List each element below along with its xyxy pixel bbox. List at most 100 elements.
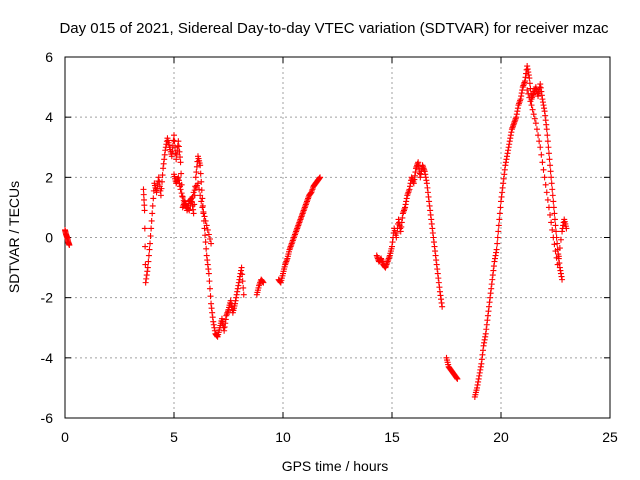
y-tick-label: 2 xyxy=(45,169,53,185)
data-point xyxy=(545,204,552,211)
data-point xyxy=(563,225,570,232)
grid-lines xyxy=(65,57,610,418)
data-point xyxy=(549,186,556,193)
y-tick-label: 4 xyxy=(45,109,53,125)
data-point xyxy=(205,270,212,277)
data-point xyxy=(140,191,147,198)
x-tick-labels: 0 5 10 15 20 25 xyxy=(61,429,618,445)
data-point xyxy=(207,293,214,300)
data-point xyxy=(190,210,197,217)
data-point xyxy=(157,192,164,199)
data-point xyxy=(554,240,561,247)
data-point xyxy=(147,232,154,239)
data-point xyxy=(544,138,551,145)
data-point xyxy=(240,284,247,291)
data-point xyxy=(531,115,538,122)
data-point xyxy=(201,213,208,220)
data-point xyxy=(194,180,201,187)
data-point xyxy=(556,245,563,252)
data-point xyxy=(494,234,501,241)
data-point xyxy=(239,278,246,285)
data-point xyxy=(196,186,203,193)
data-point xyxy=(202,217,209,224)
data-point xyxy=(495,222,502,229)
data-point xyxy=(180,197,187,204)
data-point xyxy=(536,138,543,145)
data-point xyxy=(439,303,446,310)
y-tick-label: 6 xyxy=(45,49,53,65)
data-point xyxy=(544,196,551,203)
data-point xyxy=(178,170,185,177)
data-point xyxy=(149,210,156,217)
data-point xyxy=(494,240,501,247)
data-point xyxy=(148,217,155,224)
data-point xyxy=(533,126,540,133)
data-point xyxy=(552,248,559,255)
data-point xyxy=(197,192,204,199)
data-point xyxy=(559,276,566,283)
data-point xyxy=(146,246,153,253)
data-point xyxy=(208,240,215,247)
data-point xyxy=(496,216,503,223)
data-point xyxy=(551,216,558,223)
data-point xyxy=(553,228,560,235)
y-tick-label: -2 xyxy=(41,290,54,306)
data-point xyxy=(495,228,502,235)
y-axis-label: SDTVAR / TECUs xyxy=(6,181,22,293)
data-point xyxy=(200,208,207,215)
data-point xyxy=(179,193,186,200)
data-point xyxy=(317,174,324,181)
data-point xyxy=(142,243,149,250)
data-point xyxy=(178,190,185,197)
data-point xyxy=(548,174,555,181)
data-point xyxy=(496,210,503,217)
data-point xyxy=(147,240,154,247)
data-point xyxy=(454,375,461,382)
data-point xyxy=(141,225,148,232)
data-point xyxy=(150,195,157,202)
data-point xyxy=(550,198,557,205)
data-point xyxy=(549,192,556,199)
data-point xyxy=(198,178,205,185)
data-point xyxy=(140,186,147,193)
data-point xyxy=(526,75,533,82)
data-point xyxy=(547,168,554,175)
data-point xyxy=(550,234,557,241)
data-point xyxy=(145,252,152,259)
data-point xyxy=(66,242,73,249)
data-point xyxy=(546,156,553,163)
data-point xyxy=(141,202,148,209)
data-point xyxy=(192,174,199,181)
data-point xyxy=(525,90,532,97)
data-point xyxy=(238,264,245,271)
data-point xyxy=(535,132,542,139)
data-point xyxy=(201,225,208,232)
data-point xyxy=(544,132,551,139)
data-point xyxy=(204,226,211,233)
y-tick-label: 0 xyxy=(45,230,53,246)
data-point xyxy=(537,144,544,151)
data-point xyxy=(547,211,554,218)
data-point xyxy=(141,207,148,214)
x-tick-label: 10 xyxy=(275,429,291,445)
data-point xyxy=(159,172,166,179)
data-point xyxy=(493,246,500,253)
data-point xyxy=(543,189,550,196)
data-point xyxy=(539,159,546,166)
data-point xyxy=(529,106,536,113)
data-point xyxy=(193,169,200,176)
data-point xyxy=(552,222,559,229)
data-point xyxy=(148,225,155,232)
data-point xyxy=(158,185,165,192)
data-point xyxy=(527,98,534,105)
data-point xyxy=(542,181,549,188)
data-point xyxy=(206,285,213,292)
data-point xyxy=(547,162,554,169)
x-tick-label: 5 xyxy=(170,429,178,445)
data-point xyxy=(526,80,533,87)
data-point xyxy=(545,144,552,151)
data-point xyxy=(186,207,193,214)
data-point xyxy=(557,236,564,243)
data-point xyxy=(554,261,561,268)
